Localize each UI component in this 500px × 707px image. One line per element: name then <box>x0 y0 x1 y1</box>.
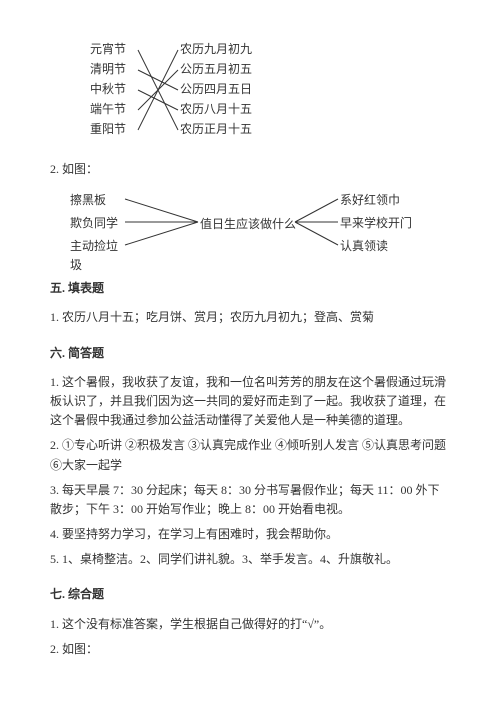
section6-heading: 六. 简答题 <box>50 344 450 363</box>
d1-left-1: 清明节 <box>90 60 140 79</box>
s6-item3: 3. 每天早晨 7：30 分起床；每天 8：30 分书写暑假作业；每天 11：0… <box>50 481 450 519</box>
matching-diagram-festivals: 元宵节农历九月初九 清明节公历五月初五 中秋节公历四月五日 端午节农历八月十五 … <box>90 40 350 140</box>
d2-center: 值日生应该做什么 <box>200 215 296 234</box>
d2-right-1: 早来学校开门 <box>340 214 412 233</box>
section5-content: 1. 农历八月十五；吃月饼、赏月；农历九月初九；登高、赏菊 <box>50 308 450 327</box>
section7-heading: 七. 综合题 <box>50 585 450 604</box>
s6-item4: 4. 要坚持努力学习，在学习上有困难时，我会帮助你。 <box>50 525 450 544</box>
d1-right-0: 农历九月初九 <box>180 40 252 59</box>
section7-content: 1. 这个没有标准答案，学生根据自己做得好的打“√”。 2. 如图： <box>50 615 450 659</box>
s7-item1: 1. 这个没有标准答案，学生根据自己做得好的打“√”。 <box>50 615 450 634</box>
d1-right-4: 农历正月十五 <box>180 120 252 139</box>
s6-item2: 2. ①专心听讲 ②积极发言 ③认真完成作业 ④倾听别人发言 ⑤认真思考问题 ⑥… <box>50 436 450 474</box>
d2-left-0: 擦黑板 <box>70 191 125 210</box>
s5-item1: 1. 农历八月十五；吃月饼、赏月；农历九月初九；登高、赏菊 <box>50 308 450 327</box>
section6-content: 1. 这个暑假，我收获了友谊，我和一位名叫芳芳的朋友在这个暑假通过玩滑板认识了，… <box>50 373 450 570</box>
s7-item2: 2. 如图： <box>50 640 450 659</box>
d2-left-1: 欺负同学 <box>70 214 125 233</box>
d1-left-2: 中秋节 <box>90 80 140 99</box>
section2-label: 2. 如图： <box>50 160 450 179</box>
section5-heading: 五. 填表题 <box>50 279 450 298</box>
d1-right-1: 公历五月初五 <box>180 60 252 79</box>
d1-right-3: 农历八月十五 <box>180 100 252 119</box>
s6-item1: 1. 这个暑假，我收获了友谊，我和一位名叫芳芳的朋友在这个暑假通过玩滑板认识了，… <box>50 373 450 431</box>
s6-item5: 5. 1、桌椅整洁。2、同学们讲礼貌。3、举手发言。4、升旗敬礼。 <box>50 550 450 569</box>
d1-left-0: 元宵节 <box>90 40 140 59</box>
d1-right-2: 公历四月五日 <box>180 80 252 99</box>
d1-left-4: 重阳节 <box>90 120 140 139</box>
d2-right-0: 系好红领巾 <box>340 191 400 210</box>
matching-diagram-duty: 擦黑板 欺负同学 主动捡垃圾 值日生应该做什么 系好红领巾 早来学校开门 认真领… <box>70 189 450 259</box>
d2-right-2: 认真领读 <box>340 237 388 256</box>
d1-left-3: 端午节 <box>90 100 140 119</box>
d2-left-2: 主动捡垃圾 <box>70 237 125 275</box>
